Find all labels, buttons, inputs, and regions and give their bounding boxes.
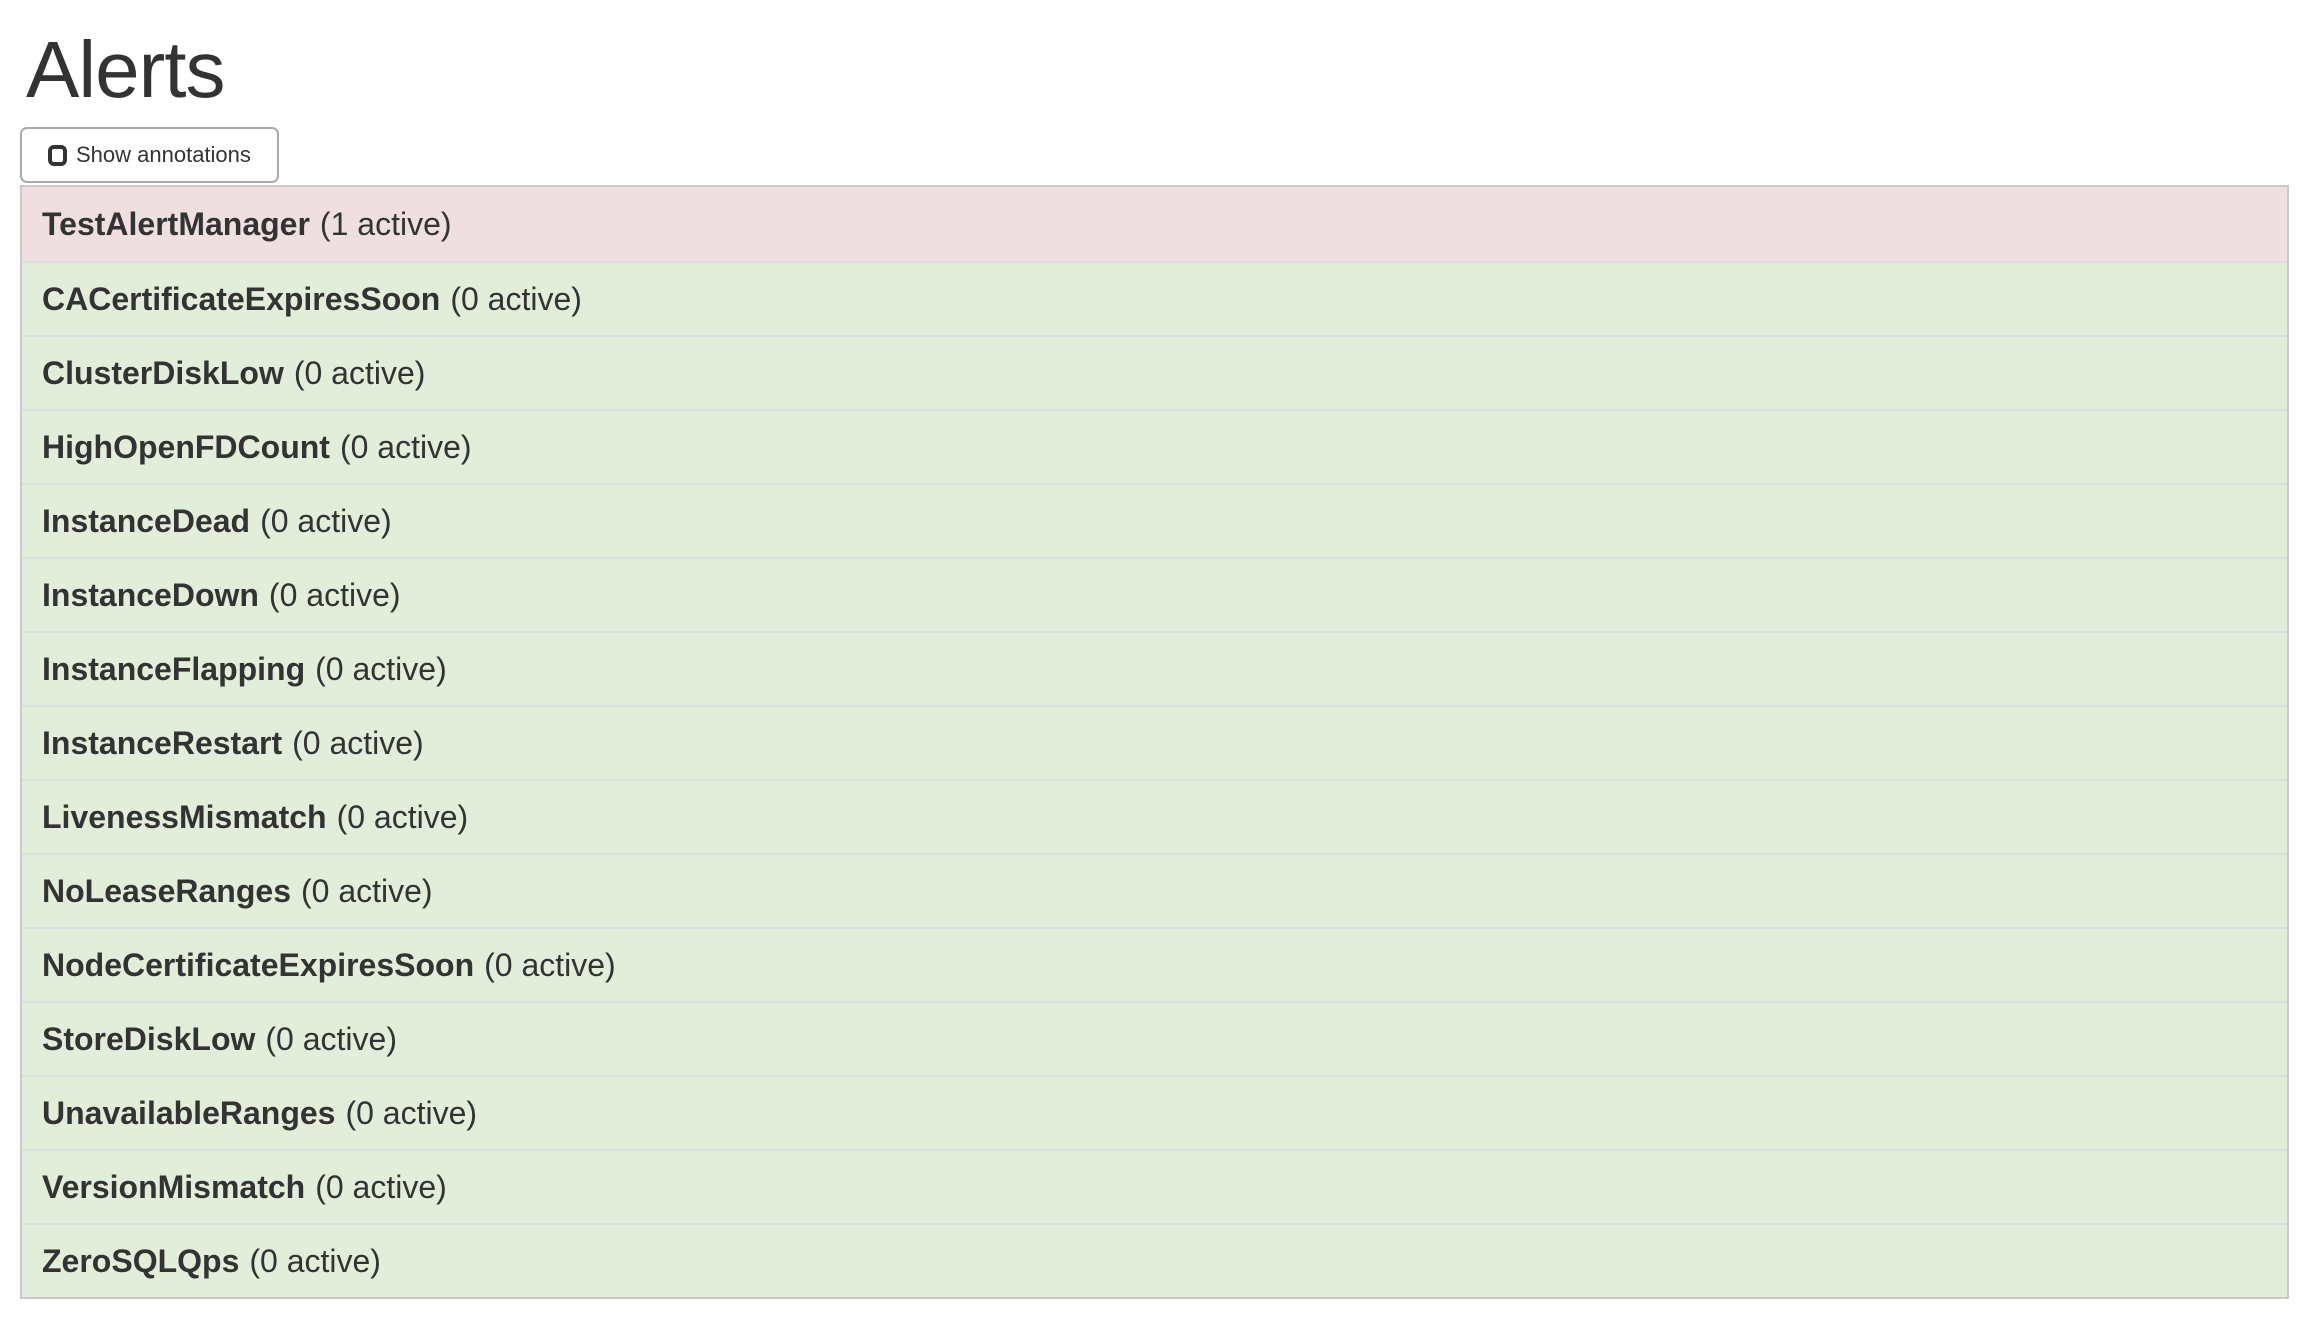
alert-rule-name: LivenessMismatch — [42, 798, 327, 835]
page-title: Alerts — [26, 25, 226, 114]
alert-active-count: (0 active) — [268, 576, 401, 613]
alert-rule-name: NodeCertificateExpiresSoon — [42, 946, 475, 983]
alert-rule-row[interactable]: StoreDiskLow (0 active) — [22, 1001, 2287, 1075]
alert-rule-row[interactable]: VersionMismatch (0 active) — [22, 1149, 2287, 1223]
alert-rule-name: StoreDiskLow — [42, 1020, 256, 1057]
alerts-page: Alerts Show annotations TestAlertManager… — [20, 25, 2289, 1299]
alert-rule-row[interactable]: ClusterDiskLow (0 active) — [22, 335, 2287, 409]
alert-active-count: (0 active) — [484, 946, 616, 983]
alert-rule-row[interactable]: InstanceDead (0 active) — [22, 483, 2287, 557]
alert-rule-row[interactable]: InstanceRestart (0 active) — [22, 705, 2287, 779]
alert-rule-row[interactable]: CACertificateExpiresSoon (0 active) — [22, 261, 2287, 335]
alert-rule-row[interactable]: NoLeaseRanges (0 active) — [22, 853, 2287, 927]
alert-active-count: (0 active) — [315, 1168, 447, 1205]
alert-rule-row[interactable]: HighOpenFDCount (0 active) — [22, 409, 2287, 483]
alert-rule-row[interactable]: LivenessMismatch (0 active) — [22, 779, 2287, 853]
alerts-list: TestAlertManager (1 active) CACertificat… — [20, 185, 2289, 1299]
alert-active-count: (0 active) — [293, 354, 426, 391]
alert-rule-name: UnavailableRanges — [42, 1094, 336, 1131]
alert-rule-name: NoLeaseRanges — [42, 872, 291, 909]
alert-rule-name: VersionMismatch — [42, 1168, 306, 1205]
alert-rule-row[interactable]: TestAlertManager (1 active) — [22, 187, 2287, 261]
alert-active-count: (0 active) — [300, 872, 433, 909]
alert-active-count: (0 active) — [339, 428, 472, 465]
alert-rule-name: InstanceRestart — [42, 724, 283, 761]
alert-active-count: (0 active) — [345, 1094, 478, 1131]
alert-active-count: (0 active) — [265, 1020, 397, 1057]
alert-active-count: (0 active) — [292, 724, 424, 761]
alert-active-count: (0 active) — [336, 798, 469, 835]
alert-rule-name: TestAlertManager — [42, 205, 310, 242]
alert-rule-row[interactable]: InstanceFlapping (0 active) — [22, 631, 2287, 705]
alert-rule-row[interactable]: ZeroSQLQps (0 active) — [22, 1223, 2287, 1297]
alert-rule-name: ClusterDiskLow — [42, 354, 284, 391]
alert-rule-name: ZeroSQLQps — [42, 1242, 240, 1279]
alert-active-count: (0 active) — [249, 1242, 381, 1279]
checkbox-icon[interactable] — [48, 144, 67, 166]
alert-rule-row[interactable]: UnavailableRanges (0 active) — [22, 1075, 2287, 1149]
alert-active-count: (0 active) — [315, 650, 447, 687]
alert-rule-name: CACertificateExpiresSoon — [42, 280, 441, 317]
alert-rule-row[interactable]: NodeCertificateExpiresSoon (0 active) — [22, 927, 2287, 1001]
show-annotations-label: Show annotations — [76, 142, 251, 167]
alert-rule-name: InstanceDown — [42, 576, 259, 613]
alert-active-count: (1 active) — [319, 205, 452, 242]
alert-rule-name: InstanceDead — [42, 502, 251, 539]
show-annotations-button[interactable]: Show annotations — [20, 127, 279, 183]
alert-rule-name: InstanceFlapping — [42, 650, 306, 687]
alert-active-count: (0 active) — [450, 280, 582, 317]
alert-rule-name: HighOpenFDCount — [42, 428, 330, 465]
alert-active-count: (0 active) — [260, 502, 392, 539]
alert-rule-row[interactable]: InstanceDown (0 active) — [22, 557, 2287, 631]
